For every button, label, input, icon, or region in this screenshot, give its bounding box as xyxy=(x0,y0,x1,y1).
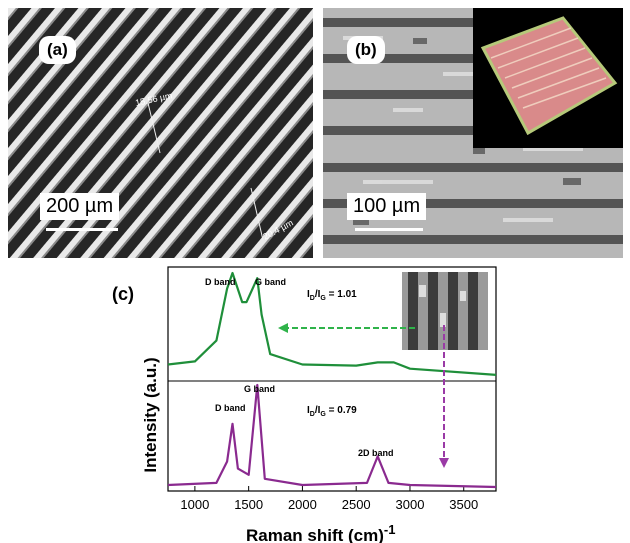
scale-bar-a xyxy=(46,228,118,231)
upper-d-band-label: D band xyxy=(205,277,236,287)
scale-bar-b xyxy=(355,228,423,231)
raman-chart: (c) Intensity (a.u.) 1000 1500 2000 2500 300… xyxy=(112,266,497,543)
lower-d-band-label: D band xyxy=(215,403,246,413)
x-axis-ticks: 1000 1500 2000 2500 3000 3500 xyxy=(180,486,478,512)
micrograph-panel-b: (b) 100 µm xyxy=(323,8,623,258)
x-tick-label: 1000 xyxy=(180,497,209,512)
x-tick-label: 1500 xyxy=(234,497,263,512)
x-tick-label: 2500 xyxy=(342,497,371,512)
lower-spectrum-line xyxy=(167,383,497,489)
lower-g-band-label: G band xyxy=(244,384,275,394)
x-tick-label: 2000 xyxy=(288,497,317,512)
spectra-series xyxy=(167,271,497,489)
upper-ratio-label: ID/IG = 1.01 xyxy=(307,289,357,302)
scale-bar-label-b: 100 µm xyxy=(347,193,427,220)
y-axis-label: Intensity (a.u.) xyxy=(141,357,160,472)
purple-dashed-arrow xyxy=(439,325,449,468)
lower-ratio-label: ID/IG = 0.79 xyxy=(307,405,357,418)
x-tick-label: 3500 xyxy=(449,497,478,512)
panel-label-a: (a) xyxy=(39,36,76,64)
upper-g-band-label: G band xyxy=(255,277,286,287)
scale-bar-label-a: 200 µm xyxy=(40,193,120,220)
panel-label-c: (c) xyxy=(112,284,134,304)
3d-surface-image xyxy=(480,16,618,136)
x-tick-label: 3000 xyxy=(396,497,425,512)
micrograph-panel-a: 15.56 µm 20.4 µm (a) 200 µm xyxy=(8,8,313,258)
upper-spectrum-line xyxy=(167,271,497,376)
panel-label-b: (b) xyxy=(347,36,385,64)
3d-profile-inset xyxy=(473,8,623,148)
x-axis-label: Raman shift (cm)-1 xyxy=(246,522,395,543)
lower-2d-band-label: 2D band xyxy=(358,448,394,458)
green-dashed-arrow xyxy=(278,323,415,333)
plot-frame xyxy=(167,266,497,492)
